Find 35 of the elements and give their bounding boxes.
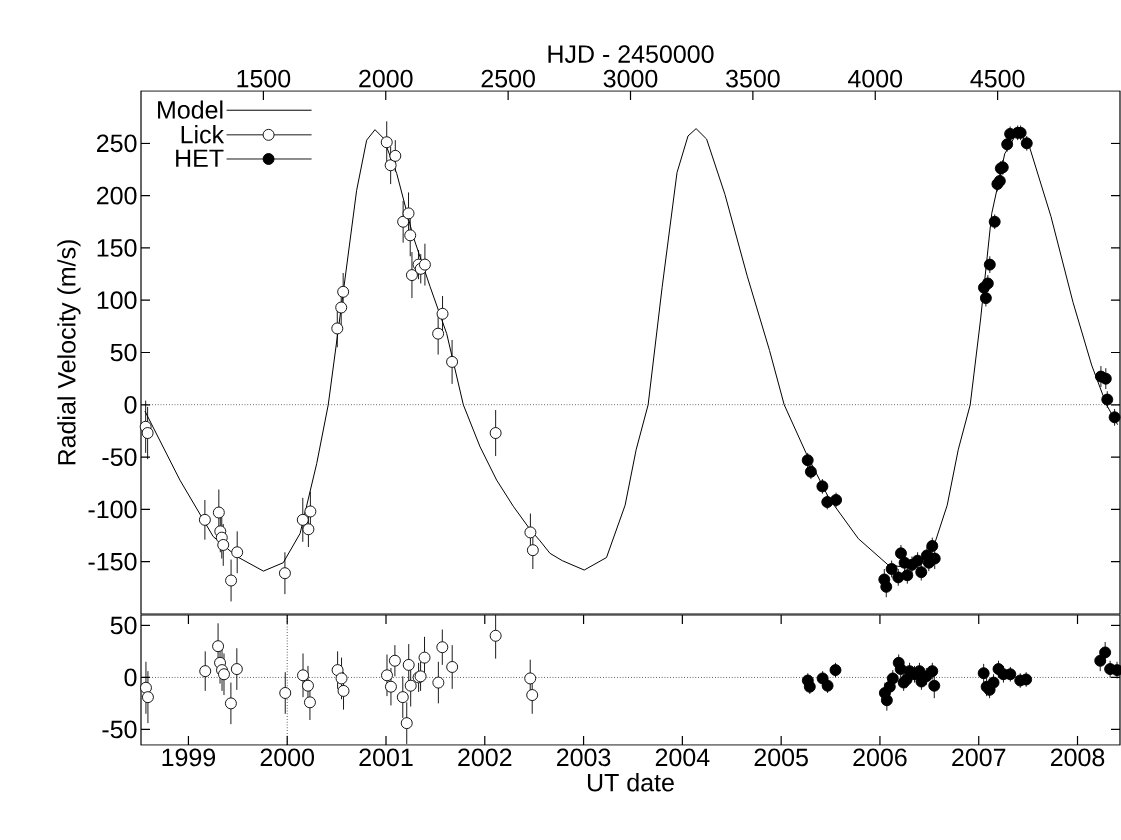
x-tick-label: 2002: [458, 748, 512, 767]
legend-label: Lick: [181, 125, 225, 144]
y-tick-label: 50: [110, 343, 137, 362]
x-axis-title: UT date: [587, 773, 674, 792]
y-tick-label: 0: [124, 395, 137, 414]
x-tick-label: 2003: [557, 748, 611, 767]
legend-label: Model: [158, 100, 223, 119]
x-tick-label: 2500: [481, 69, 535, 88]
y-tick-label: 200: [97, 186, 137, 205]
x-tick-label: 2007: [952, 748, 1006, 767]
x-tick-label: 3500: [726, 69, 780, 88]
x-tick-label: 1500: [237, 69, 291, 88]
x-tick-label: 3000: [603, 69, 658, 88]
y-tick-label: -150: [88, 552, 137, 571]
x-axis-title: HJD - 2450000: [548, 45, 714, 63]
x-tick-label: 2008: [1050, 748, 1105, 767]
x-tick-label: 2000: [359, 69, 413, 88]
x-tick-label: 2006: [853, 748, 907, 767]
y-tick-label: 100: [97, 291, 137, 310]
y-tick-label: -50: [102, 448, 137, 466]
x-tick-label: 2005: [754, 748, 808, 767]
y-tick-label: -50: [102, 720, 137, 739]
y-tick-label: 150: [97, 239, 137, 257]
y-tick-label: 50: [110, 616, 137, 635]
y-axis-title: Radial Velocity (m/s): [57, 240, 81, 465]
y-tick-label: -100: [88, 500, 137, 519]
x-tick-label: 4500: [970, 69, 1025, 88]
x-tick-label: 2000: [260, 748, 315, 767]
x-tick-label: 1999: [162, 748, 216, 767]
y-tick-label: 0: [124, 668, 137, 687]
y-tick-label: 250: [97, 134, 137, 153]
x-tick-label: 2004: [655, 748, 710, 767]
x-tick-label: 4000: [848, 69, 903, 88]
legend-label: HET: [176, 149, 224, 167]
x-tick-label: 2001: [359, 748, 413, 767]
